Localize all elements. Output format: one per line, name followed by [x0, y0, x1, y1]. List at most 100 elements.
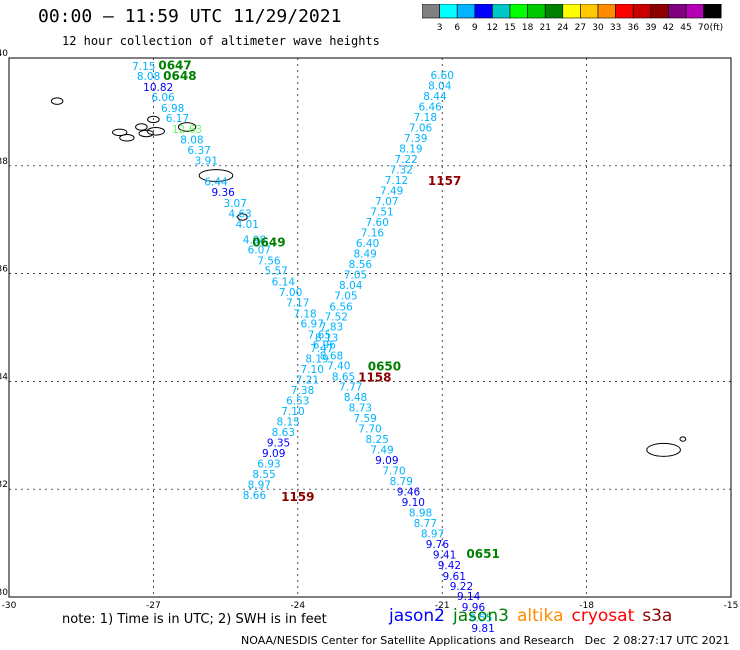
wave-height-value: 7.77 [339, 382, 362, 394]
wave-height-value: 8.04 [428, 80, 452, 92]
wave-height-value: 8.49 [353, 248, 376, 260]
wave-height-value: 8.04 [339, 280, 363, 292]
wave-height-value: 6.17 [166, 113, 189, 125]
wave-height-value: 8.55 [252, 469, 275, 481]
wave-height-value: 7.10 [281, 406, 304, 418]
wave-height-value: 7.22 [394, 154, 417, 166]
colorbar-label: 9 [472, 23, 478, 33]
wave-height-value: 3.91 [195, 156, 218, 168]
wave-height-value: 7.38 [291, 385, 314, 397]
x-tick-label: -18 [579, 601, 594, 611]
pass-time-label: 1157 [428, 174, 461, 188]
colorbar-label: 39 [645, 23, 657, 33]
legend-item-altika: altika [517, 606, 564, 626]
pass-time-label: 1159 [281, 490, 314, 504]
wave-height-value: 4.98 [243, 234, 266, 246]
y-tick-label: 38 [0, 157, 8, 167]
wave-height-value: 7.17 [286, 297, 309, 309]
credit-line: NOAA/NESDIS Center for Satellite Applica… [241, 634, 730, 647]
wave-height-value: 7.39 [404, 133, 427, 145]
y-tick-label: 36 [0, 265, 8, 275]
pass-time-label: 1158 [358, 370, 391, 384]
colorbar-label: 3 [437, 23, 443, 33]
wave-height-value: 8.08 [180, 135, 203, 147]
wave-height-value: 7.12 [385, 175, 408, 187]
colorbar-label: 24 [557, 23, 569, 33]
wave-height-value: 8.73 [349, 403, 372, 415]
wave-height-value: 7.47 [310, 343, 333, 355]
wave-height-value: 8.25 [366, 434, 389, 446]
satellite-legend: jason2 jason3 altika cryosat s3a [389, 606, 680, 626]
wave-height-value: 7.07 [375, 196, 398, 208]
chart-title: 00:00 – 11:59 UTC 11/29/2021 [38, 6, 342, 27]
wave-height-value: 10.82 [143, 82, 173, 94]
legend-item-jason3: jason3 [453, 606, 509, 626]
wave-height-value: 6.06 [151, 92, 175, 104]
wave-height-value: 8.08 [137, 71, 160, 83]
legend-item-jason2: jason2 [389, 606, 445, 626]
wave-height-value: 9.09 [375, 455, 398, 467]
wave-height-value: 8.44 [423, 91, 447, 103]
wave-height-value: 9.81 [471, 623, 494, 635]
wave-height-value: 8.97 [421, 529, 444, 541]
island-outline [177, 122, 197, 132]
wave-height-value: 7.18 [414, 112, 437, 124]
wave-height-value: 8.65 [332, 371, 355, 383]
wave-height-value: 9.41 [433, 550, 456, 562]
island-outline [679, 436, 687, 442]
colorbar-unit: (ft) [710, 23, 724, 33]
wave-height-value: 7.40 [327, 361, 350, 373]
wave-height-value: 4.01 [236, 219, 259, 231]
island-outline [138, 129, 154, 138]
pass-time-label: 0649 [252, 236, 285, 250]
wave-height-value: 7.83 [320, 322, 343, 334]
pass-time-label: 0650 [368, 360, 401, 374]
wave-height-value: 8.66 [243, 490, 267, 502]
colorbar-label: 42 [663, 23, 674, 33]
island-outline [646, 442, 681, 457]
colorbar-label: 33 [610, 23, 621, 33]
colorbar-label: 12 [487, 23, 498, 33]
footnote: note: 1) Time is in UTC; 2) SWH is in fe… [62, 612, 327, 627]
wave-height-value: 4.63 [228, 209, 251, 221]
x-tick-label: -21 [435, 601, 450, 611]
colorbar-label: 21 [539, 23, 550, 33]
wave-height-value: 9.42 [438, 560, 461, 572]
wave-height-value: 6.96 [313, 340, 337, 352]
wave-height-value: 7.00 [279, 287, 302, 299]
wave-height-value: 7.49 [370, 445, 393, 457]
wave-height-value: 8.79 [390, 476, 413, 488]
wave-height-value: 9.22 [450, 581, 473, 593]
colorbar-label: 6 [454, 23, 460, 33]
wave-height-value: 8.19 [305, 354, 328, 366]
wave-height-value: 8.19 [399, 143, 422, 155]
wave-height-value: 8.55 [469, 612, 492, 624]
wave-height-value: 8.56 [349, 259, 373, 271]
x-tick-label: -27 [146, 601, 161, 611]
legend-item-s3a: s3a [642, 606, 673, 626]
island-outline [111, 128, 128, 137]
wave-height-value: 7.49 [380, 185, 403, 197]
wave-height-value: 9.36 [211, 187, 235, 199]
wave-height-value: 6.37 [187, 145, 210, 157]
wave-height-value: 9.96 [462, 602, 486, 614]
wave-height-value: 8.63 [272, 427, 295, 439]
wave-height-value: 7.51 [370, 206, 393, 218]
x-tick-label: -30 [2, 601, 17, 611]
wave-height-value: 7.56 [257, 255, 281, 267]
colorbar-label: 36 [627, 23, 639, 33]
wave-height-value: 7.15 [132, 61, 155, 73]
island-outline [237, 213, 248, 221]
island-outline [146, 127, 165, 136]
wave-height-value: 7.06 [409, 122, 433, 134]
wave-height-value: 7.16 [361, 227, 385, 239]
wave-height-value: 5.57 [264, 266, 287, 278]
wave-height-value: 7.18 [293, 308, 316, 320]
wave-height-value: 6.53 [286, 396, 309, 408]
wave-height-value: 9.14 [457, 591, 481, 603]
y-tick-label: 30 [0, 588, 8, 598]
legend-item-cryosat: cryosat [571, 606, 635, 626]
wave-height-value: 12.63 [172, 124, 202, 136]
island-outline [147, 115, 160, 124]
colorbar-swatch [703, 4, 722, 19]
